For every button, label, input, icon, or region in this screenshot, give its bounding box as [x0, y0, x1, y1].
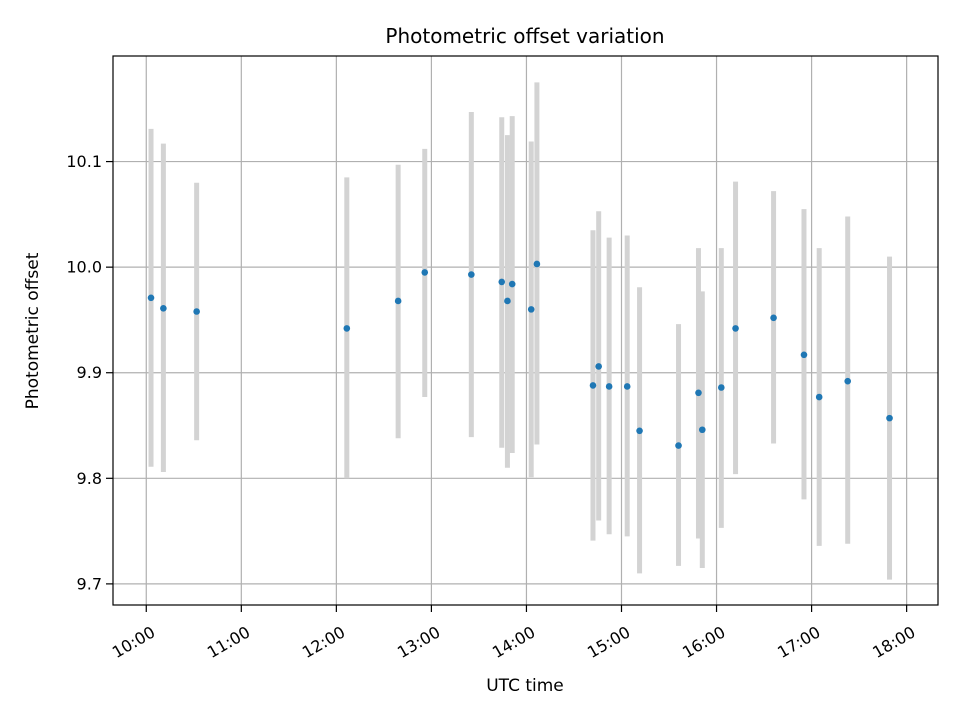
data-point	[770, 314, 777, 322]
data-point	[675, 442, 682, 449]
data-point	[623, 383, 631, 390]
data-point	[717, 384, 725, 391]
data-point	[468, 271, 475, 278]
data-point	[147, 294, 155, 302]
y-tick-label: 9.9	[77, 363, 102, 382]
y-tick-label: 9.7	[77, 574, 102, 593]
data-point	[589, 382, 597, 389]
data-point	[595, 363, 602, 370]
data-point	[394, 297, 402, 305]
chart-title: Photometric offset variation	[385, 24, 664, 48]
y-tick-label: 9.8	[77, 469, 102, 488]
data-point	[800, 351, 808, 359]
data-point	[527, 306, 535, 313]
data-point	[695, 389, 702, 397]
y-axis-label: Photometric offset	[23, 252, 43, 409]
data-point	[844, 377, 852, 385]
data-point	[815, 393, 823, 401]
y-tick-label: 10.0	[66, 258, 102, 277]
data-point	[636, 427, 643, 435]
data-point	[605, 383, 613, 390]
data-point	[343, 325, 351, 332]
data-point	[886, 414, 893, 422]
data-point	[160, 305, 167, 312]
y-tick-label: 10.1	[66, 152, 102, 171]
plot-area	[112, 55, 939, 606]
data-points	[147, 260, 893, 449]
plot-background	[113, 56, 938, 605]
plot-frame	[112, 55, 939, 606]
y-axis-ticks: 9.7 9.8 9.9 10.0 10.1	[66, 152, 113, 593]
data-point	[533, 260, 541, 268]
grid-lines	[113, 56, 938, 605]
data-point	[498, 278, 506, 286]
data-point	[508, 280, 516, 288]
data-point	[421, 269, 429, 276]
data-point	[698, 426, 706, 434]
data-point	[732, 325, 739, 332]
data-point	[193, 308, 200, 315]
x-axis-label: UTC time	[486, 676, 564, 696]
data-point	[504, 297, 511, 305]
